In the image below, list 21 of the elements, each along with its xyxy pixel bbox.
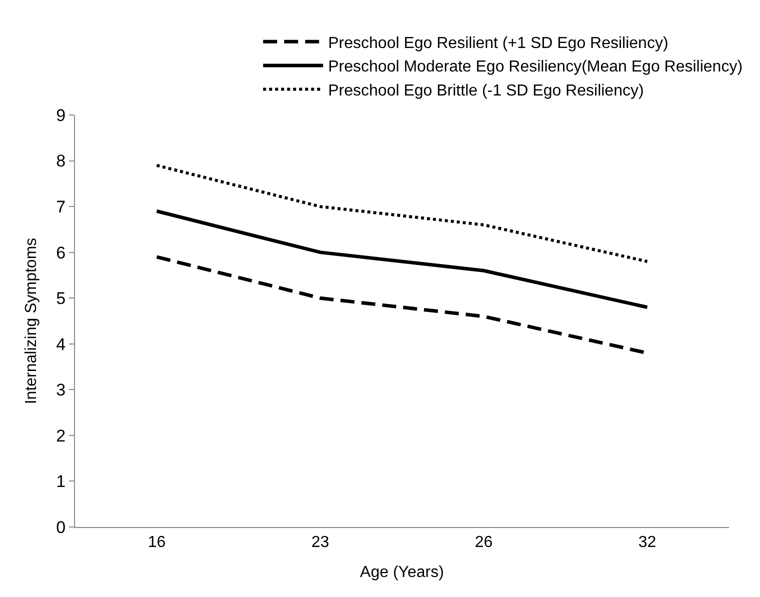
x-tick-label: 32: [638, 534, 656, 552]
y-tick-label: 2: [56, 426, 66, 446]
legend-label: Preschool Ego Brittle (-1 SD Ego Resiliency): [328, 82, 644, 100]
legend-label: Preschool Ego Resilient (+1 SD Ego Resiliency): [328, 34, 668, 52]
x-tick-label: 26: [474, 534, 493, 552]
y-tick-label: 6: [56, 243, 66, 262]
y-axis-title: Internalizing Symptoms: [23, 238, 40, 404]
y-tick-label: 0: [56, 518, 66, 537]
y-tick-label: 8: [56, 152, 66, 171]
x-axis-title: Age (Years): [360, 564, 444, 581]
y-tick-label: 5: [56, 289, 66, 308]
x-tick-label: 16: [148, 534, 166, 552]
y-tick-label: 3: [56, 380, 66, 400]
line-series: [155, 164, 649, 263]
y-tick-label: 7: [56, 198, 66, 217]
legend-label: Preschool Moderate Ego Resiliency(Mean Ego Resiliency): [328, 58, 743, 76]
x-tick-label: 23: [311, 534, 330, 552]
line-series: [155, 209, 649, 310]
y-tick-label: 1: [56, 472, 66, 492]
y-tick-label: 4: [56, 334, 66, 354]
y-tick-label: 9: [56, 106, 66, 125]
